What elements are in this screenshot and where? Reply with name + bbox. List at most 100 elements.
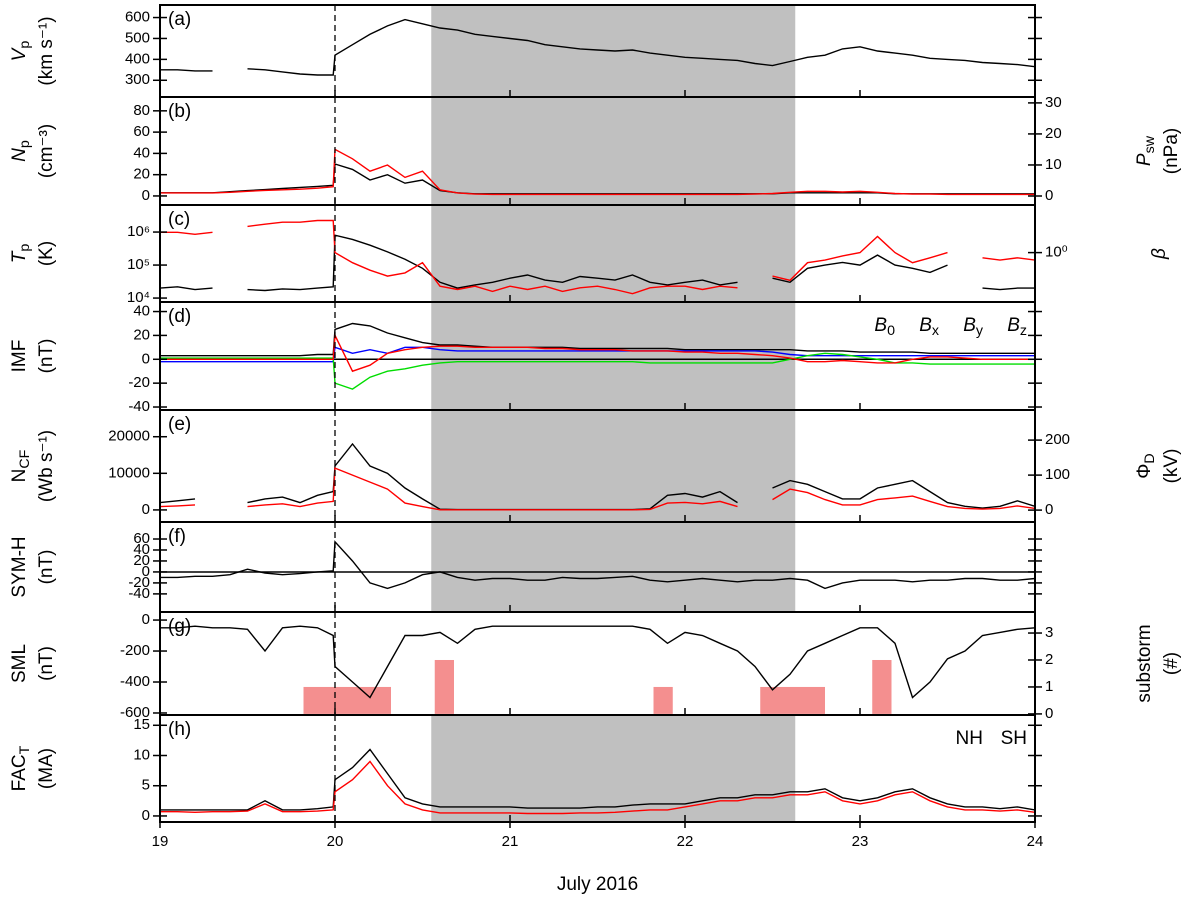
legend-entry: Bx [919,315,939,339]
x-axis-title: July 2016 [557,874,638,895]
y-tick-label: 20000 [108,428,150,445]
substorm-bar [303,686,391,714]
y-axis-title: Tp [9,244,33,264]
y-tick-label: -20 [128,374,150,391]
y-tick-label: 0 [142,187,150,204]
y2-tick-label: 1 [1045,678,1053,695]
series-line [160,748,1035,811]
y-axis-title: NCF [9,449,33,482]
y-axis-unit: (nT) [36,646,57,681]
y-tick-label: 60 [133,530,150,547]
y2-tick-label: 20 [1045,125,1062,142]
series-line [160,219,1035,295]
x-tick-label: 23 [852,833,869,850]
x-tick-label: 21 [502,833,519,850]
y-tick-label: 5 [142,777,150,794]
y-tick-label: 60 [133,123,150,140]
y2-tick-label: 30 [1045,94,1062,111]
series-line [160,760,1035,815]
y-tick-label: 10⁶ [127,223,150,240]
y-tick-label: 20 [133,326,150,343]
series-line [160,467,1035,511]
legend-entry: NH [956,728,983,749]
x-tick-label: 24 [1027,833,1044,850]
y-axis-title: SML [9,644,30,683]
y-axis-unit: (nT) [36,550,57,585]
series-line [160,352,1035,390]
y-tick-label: 40 [133,541,150,558]
x-tick-label: 19 [152,833,169,850]
y2-tick-label: 100 [1045,466,1070,483]
y-axis-title: IMF [9,340,30,373]
y-tick-label: 20 [133,552,150,569]
y-tick-label: 300 [125,71,150,88]
y-axis-title: FACT [9,745,33,791]
shaded-interval [431,302,796,410]
y2-axis-unit: (kV) [1161,449,1182,484]
substorm-bar [760,686,825,714]
series-line [160,346,1035,363]
substorm-bar [434,659,454,714]
panel-label: (e) [168,414,191,435]
substorm-bar [653,686,673,714]
y2-tick-label: 0 [1045,705,1053,722]
y-tick-label: 600 [125,9,150,26]
y2-tick-label: 10⁰ [1045,244,1068,261]
y2-axis-title: substorm [1134,624,1155,702]
series-line [160,234,1035,292]
y2-axis-title: β [1149,248,1170,260]
substorm-bar [872,659,892,714]
series-line [160,625,1035,699]
y-axis-title: SYM-H [9,536,30,597]
y2-tick-label: 10 [1045,156,1062,173]
y-tick-label: 0 [142,501,150,518]
y2-tick-label: 0 [1045,501,1053,518]
y-axis-title: Np [9,140,33,162]
panel-label: (a) [168,9,191,30]
shaded-interval [431,522,796,612]
y-axis-title: Vp [9,41,33,62]
y2-axis-unit: (#) [1161,652,1182,675]
series-line [160,322,1035,357]
y-tick-label: 15 [133,716,150,733]
y-axis-unit: (K) [36,241,57,266]
shaded-interval [431,715,796,822]
y-axis-unit: (cm⁻³) [36,124,57,178]
y-tick-label: 0 [142,611,150,628]
panel-label: (h) [168,719,191,740]
series-line [160,332,1035,373]
y-tick-label: 0 [142,807,150,824]
panel-label: (c) [168,209,190,230]
y-tick-label: 0 [142,563,150,580]
legend-entry: B0 [874,315,895,339]
y-tick-label: 20 [133,166,150,183]
y2-axis-title: Psw [1134,135,1158,166]
shaded-interval [431,205,796,302]
y2-tick-label: 0 [1045,187,1053,204]
y2-axis-title: ΦD [1134,453,1158,478]
series-line [160,148,1035,196]
y-tick-label: -40 [128,585,150,602]
y-tick-label: -400 [120,673,150,690]
panel-label: (b) [168,101,191,122]
legend-entry: By [963,315,984,339]
y-axis-unit: (Wb s⁻¹) [36,430,57,502]
shaded-interval [431,97,796,205]
series-line [160,540,1035,590]
y2-tick-label: 3 [1045,624,1053,641]
y-tick-label: 10⁵ [127,256,150,273]
y2-tick-label: 2 [1045,651,1053,668]
y-tick-label: 10000 [108,464,150,481]
panel-label: (d) [168,306,191,327]
shaded-interval [431,410,796,522]
y-tick-label: -20 [128,574,150,591]
legend-entry: SH [1001,728,1027,749]
panel-label: (f) [168,526,186,547]
y2-tick-label: 200 [1045,431,1070,448]
y-tick-label: 10⁴ [127,289,150,306]
y-tick-label: 500 [125,29,150,46]
panel-label: (g) [168,616,191,637]
y2-axis-unit: (nPa) [1161,128,1182,174]
